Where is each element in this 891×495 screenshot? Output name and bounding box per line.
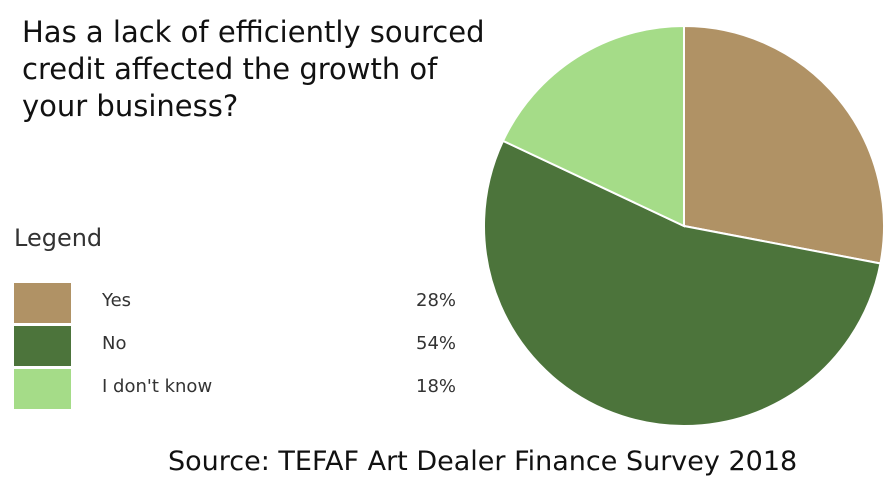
- legend-value-yes: 28%: [416, 290, 457, 311]
- pie-slice-yes: [683, 24, 885, 265]
- legend-label-no: No: [102, 333, 127, 354]
- legend-swatch-dont-know: [14, 369, 71, 409]
- legend-value-dont-know: 18%: [416, 376, 457, 397]
- source-note: Source: TEFAF Art Dealer Finance Survey …: [168, 446, 798, 477]
- legend-label-dont-know: I don't know: [102, 376, 213, 397]
- chart-title: Has a lack of efficiently sourced credit…: [22, 15, 485, 123]
- legend-swatch-no: [14, 326, 71, 366]
- pie-slice-i-don-t-know: [501, 24, 685, 228]
- pie-slice-no: [483, 139, 882, 427]
- legend-label-yes: Yes: [102, 290, 132, 311]
- legend-item-dont-know: I don't know 18%: [14, 369, 474, 411]
- legend-item-yes: Yes 28%: [14, 283, 474, 325]
- legend-swatch-yes: [14, 283, 71, 323]
- legend-title: Legend: [14, 224, 103, 252]
- legend-item-no: No 54%: [14, 326, 474, 368]
- legend-value-no: 54%: [416, 333, 457, 354]
